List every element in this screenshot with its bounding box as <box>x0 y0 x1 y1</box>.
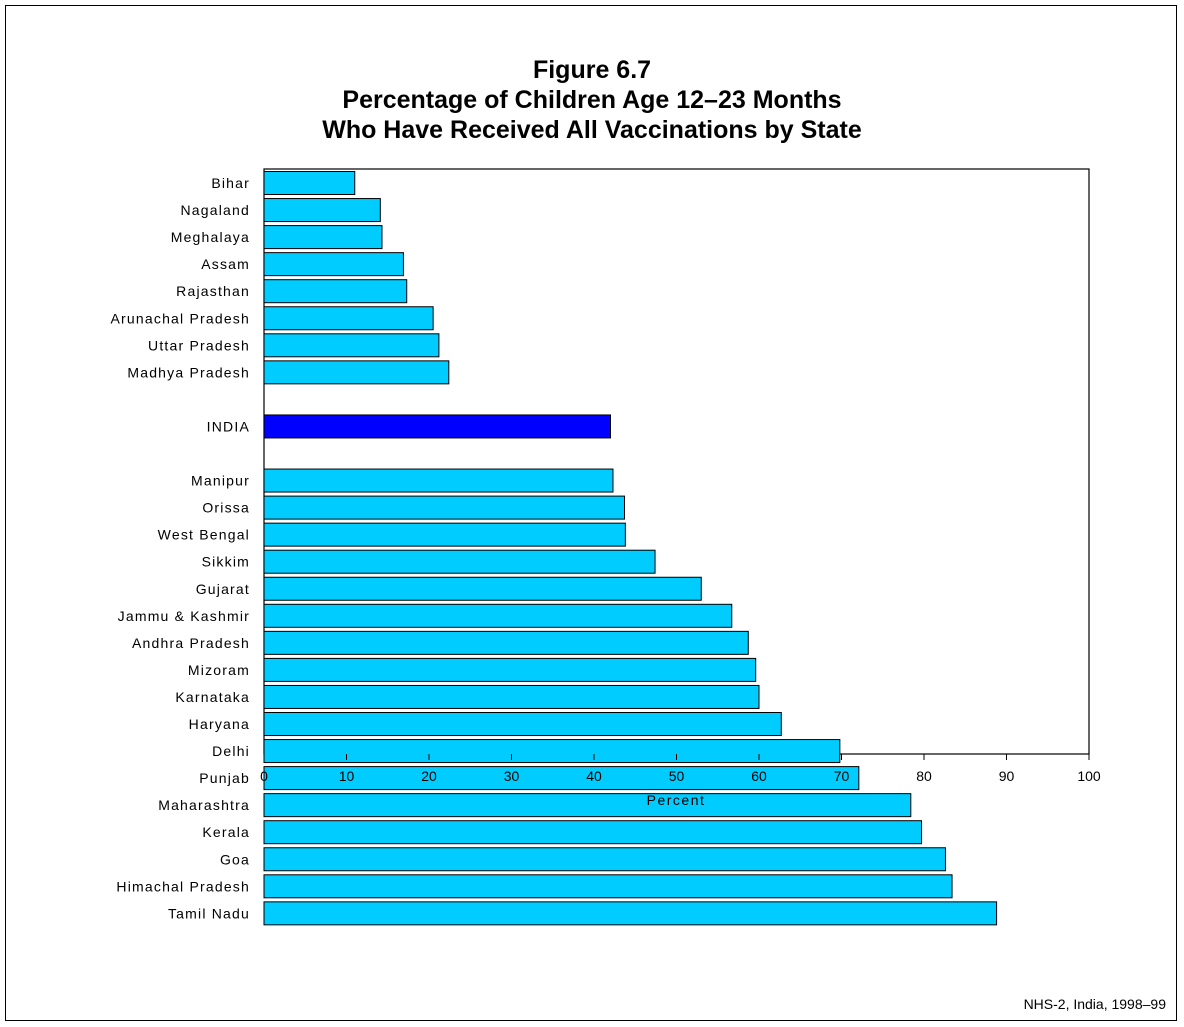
bar-west-bengal <box>263 522 626 547</box>
x-tick-label: 60 <box>751 768 767 784</box>
x-tick-label: 30 <box>504 768 520 784</box>
title-line-3: Who Have Received All Vaccinations by St… <box>322 116 862 144</box>
category-label-rajasthan: Rajasthan <box>176 283 250 299</box>
bar-uttar-pradesh <box>263 333 440 358</box>
category-label-mizoram: Mizoram <box>188 662 250 678</box>
bar-delhi <box>263 739 841 764</box>
x-tick-label: 40 <box>586 768 602 784</box>
category-label-manipur: Manipur <box>191 473 250 489</box>
bar-bihar <box>263 171 356 195</box>
bar-haryana <box>263 712 782 736</box>
title-line-2: Percentage of Children Age 12–23 Months <box>342 86 842 114</box>
category-label-madhya-pradesh: Madhya Pradesh <box>127 364 250 380</box>
x-tick-label: 20 <box>421 768 437 784</box>
bar-karnataka <box>263 684 760 709</box>
category-label-uttar-pradesh: Uttar Pradesh <box>148 337 250 353</box>
category-label-karnataka: Karnataka <box>175 689 250 705</box>
chart-title: Figure 6.7 Percentage of Children Age 12… <box>0 55 1184 145</box>
category-label-andhra-pradesh: Andhra Pradesh <box>132 635 250 651</box>
x-tick-label: 70 <box>834 768 850 784</box>
bar-andhra-pradesh <box>263 630 749 655</box>
bar-kerala <box>263 820 923 845</box>
category-label-maharashtra: Maharashtra <box>158 797 250 813</box>
category-label-himachal-pradesh: Himachal Pradesh <box>116 878 250 894</box>
x-axis-title: Percent <box>647 792 706 808</box>
category-label-west-bengal: West Bengal <box>158 527 250 543</box>
category-label-gujarat: Gujarat <box>196 581 250 597</box>
source-note: NHS-2, India, 1998–99 <box>1023 996 1166 1012</box>
category-label-assam: Assam <box>201 256 250 272</box>
category-label-sikkim: Sikkim <box>202 554 250 570</box>
category-label-bihar: Bihar <box>211 175 250 191</box>
category-label-delhi: Delhi <box>212 743 250 759</box>
x-tick-label: 90 <box>999 768 1015 784</box>
bar-himachal-pradesh <box>263 874 953 899</box>
bar-arunachal-pradesh <box>263 306 434 331</box>
x-tick-label: 80 <box>916 768 932 784</box>
category-label-jammu-and-kashmir: Jammu & Kashmir <box>118 608 250 624</box>
bar-gujarat <box>263 576 702 601</box>
category-label-arunachal-pradesh: Arunachal Pradesh <box>111 310 250 326</box>
bar-rajasthan <box>263 279 408 304</box>
x-axis: 0 10 20 30 40 50 60 70 80 90 100 <box>260 754 1101 784</box>
bar-nagaland <box>263 198 381 223</box>
title-line-1: Figure 6.7 <box>532 56 652 84</box>
bar-madhya-pradesh <box>263 360 450 385</box>
bar-mizoram <box>263 657 757 682</box>
category-label-meghalaya: Meghalaya <box>171 229 250 245</box>
x-tick-label: 50 <box>669 768 685 784</box>
category-label-goa: Goa <box>220 851 250 867</box>
category-label-tamil-nadu: Tamil Nadu <box>168 905 250 921</box>
category-label-india: INDIA <box>207 418 250 434</box>
bar-manipur <box>263 468 614 493</box>
category-label-nagaland: Nagaland <box>180 202 250 218</box>
bar-punjab <box>263 766 860 791</box>
x-tick-label: 100 <box>1077 768 1101 784</box>
bar-maharashtra <box>263 793 912 818</box>
x-tick-label: 10 <box>339 768 355 784</box>
bar-chart: Bihar Nagaland Meghalaya Assam Rajasthan Arun… <box>111 168 1101 926</box>
bar-assam <box>263 252 404 277</box>
bar-goa <box>263 847 946 872</box>
category-labels: Bihar Nagaland Meghalaya Assam Rajasthan Arun… <box>111 175 250 921</box>
bar-india <box>263 414 611 439</box>
bar-orissa <box>263 495 626 520</box>
bar-jammu-and-kashmir <box>263 603 733 628</box>
category-label-haryana: Haryana <box>189 716 250 732</box>
category-label-kerala: Kerala <box>202 824 250 840</box>
bar-meghalaya <box>263 225 383 250</box>
bar-tamil-nadu <box>263 901 998 926</box>
category-label-punjab: Punjab <box>199 770 250 786</box>
category-label-orissa: Orissa <box>202 500 250 516</box>
bar-sikkim <box>263 549 656 574</box>
bar-group <box>263 171 998 926</box>
x-tick-label: 0 <box>260 768 268 784</box>
